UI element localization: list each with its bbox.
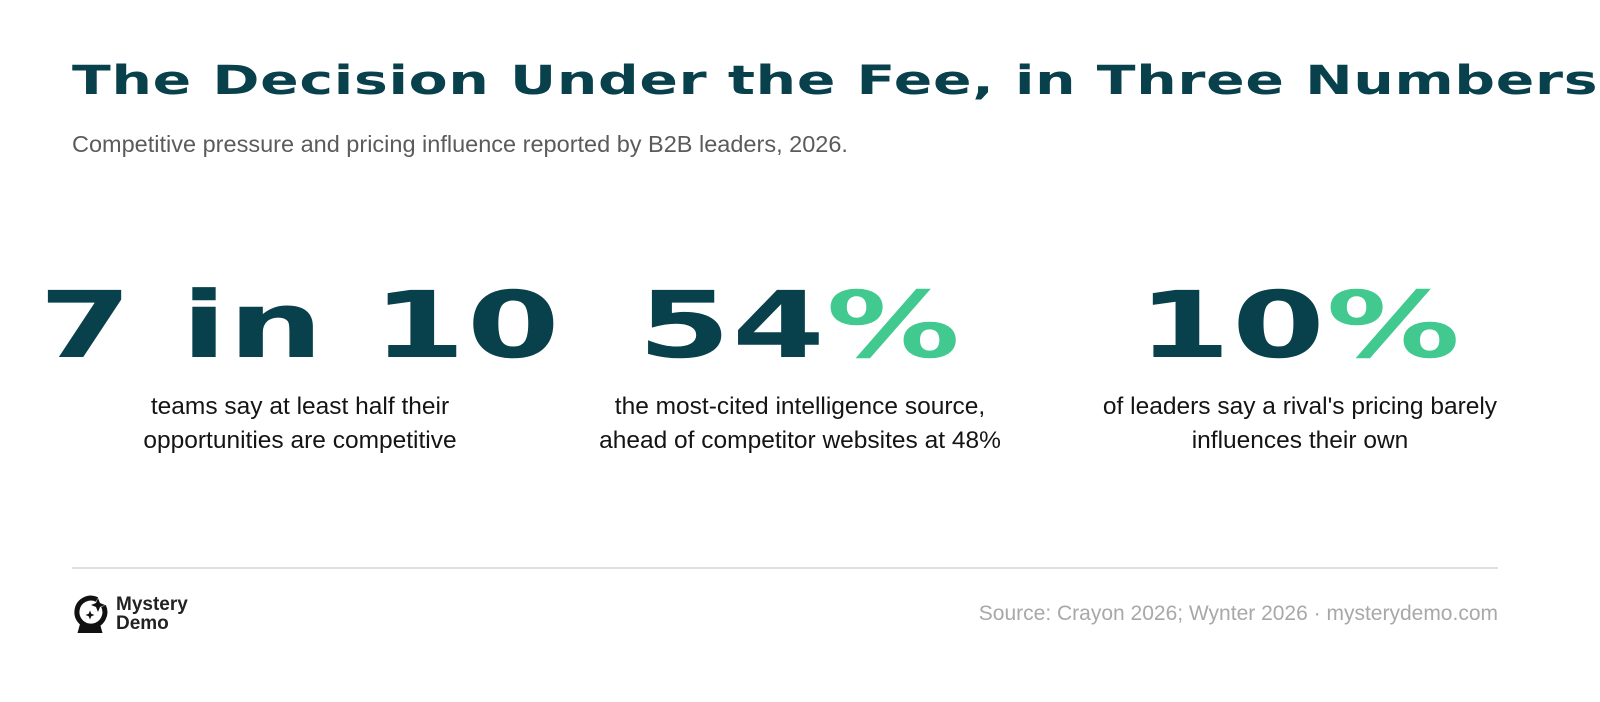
stat-caption: the most-cited intelligence source, ahea…	[550, 390, 1050, 458]
source-credit: Source: Crayon 2026; Wynter 2026 · myste…	[978, 602, 1498, 625]
stat-figure-box: 10%	[1050, 272, 1550, 372]
stat-caption: of leaders say a rival's pricing barely …	[1050, 390, 1550, 458]
stat-figure-value: 10	[1138, 272, 1327, 379]
stat-figure: 7 in 10	[39, 280, 561, 372]
stat-figure-suffix: %	[1326, 272, 1462, 379]
page-subtitle: Competitive pressure and pricing influen…	[72, 131, 848, 157]
stat-figure-value: 54	[638, 272, 827, 379]
stat-figure: 54%	[638, 280, 962, 372]
stat-figure-box: 7 in 10	[39, 272, 560, 372]
stat-figure-value: 7 in 10	[38, 272, 562, 379]
stat-caption-line: opportunities are competitive	[143, 427, 457, 454]
stat-rival-pricing: 10% of leaders say a rival's pricing bar…	[1050, 272, 1550, 458]
stat-teams-competitive: 7 in 10 teams say at least half their op…	[39, 272, 560, 458]
stat-caption: teams say at least half their opportunit…	[50, 390, 550, 458]
stat-caption-line: teams say at least half their	[150, 393, 450, 420]
stat-figure-suffix: %	[826, 272, 962, 379]
brand-name-line: Mystery	[116, 594, 188, 615]
brand-name: Mystery Demo	[116, 595, 188, 633]
crystal-ball-sparkle-icon	[74, 595, 108, 633]
stat-caption-line: the most-cited intelligence source,	[614, 393, 986, 420]
page-title: The Decision Under the Fee, in Three Num…	[72, 58, 1599, 104]
stats-row: 7 in 10 teams say at least half their op…	[39, 272, 1550, 472]
footer-divider	[72, 567, 1498, 569]
stat-intelligence-source: 54% the most-cited intelligence source, …	[550, 272, 1050, 458]
stat-figure-box: 54%	[550, 272, 1050, 372]
brand-name-line: Demo	[116, 613, 169, 634]
stat-caption-line: of leaders say a rival's pricing barely	[1102, 393, 1498, 420]
stat-figure: 10%	[1138, 280, 1462, 372]
brand-logo: Mystery Demo	[70, 592, 188, 636]
stat-caption-line: ahead of competitor websites at 48%	[599, 427, 1001, 454]
stat-caption-line: influences their own	[1191, 427, 1409, 454]
